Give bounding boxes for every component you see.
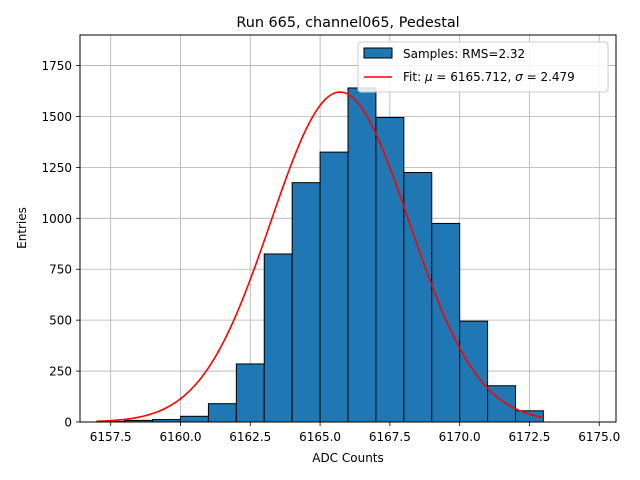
y-tick-label: 0 bbox=[64, 416, 72, 430]
y-axis-ticks: 0 250 500 750 1000 1250 1500 1750 bbox=[41, 59, 80, 430]
histogram-bar bbox=[347, 87, 377, 423]
y-tick-label: 750 bbox=[49, 263, 72, 277]
histogram-bar bbox=[291, 182, 321, 423]
histogram-bar bbox=[207, 403, 237, 423]
x-tick-label: 6167.5 bbox=[369, 430, 411, 444]
x-tick-label: 6172.5 bbox=[508, 430, 550, 444]
legend-samples-swatch bbox=[363, 47, 393, 59]
legend-box bbox=[357, 41, 609, 93]
y-tick-label: 1250 bbox=[41, 161, 72, 175]
chart-title: Run 665, channel065, Pedestal bbox=[236, 15, 459, 31]
histogram-bar bbox=[263, 253, 293, 423]
legend-fit-label: Fit: μ = 6165.712, σ = 2.479 bbox=[403, 70, 575, 84]
y-axis-label: Entries bbox=[15, 207, 29, 249]
x-tick-label: 6170.0 bbox=[439, 430, 481, 444]
plot-frame bbox=[79, 34, 617, 423]
x-axis-ticks: 6157.5 6160.0 6162.5 6165.0 6167.5 6170.0 6172… bbox=[90, 422, 620, 444]
x-tick-label: 6162.5 bbox=[229, 430, 271, 444]
fit-curve bbox=[96, 91, 544, 423]
histogram-bars bbox=[96, 87, 544, 423]
x-tick-label: 6160.0 bbox=[160, 430, 202, 444]
histogram-bar bbox=[319, 151, 349, 423]
legend: Samples: RMS=2.32 Fit: μ = 6165.712, σ =… bbox=[357, 41, 609, 93]
histogram-bar bbox=[403, 171, 433, 423]
histogram-bar bbox=[180, 415, 209, 423]
legend-samples-label: Samples: RMS=2.32 bbox=[403, 47, 525, 61]
y-tick-label: 1000 bbox=[41, 212, 72, 226]
x-tick-label: 6157.5 bbox=[90, 430, 132, 444]
y-tick-label: 500 bbox=[49, 314, 72, 328]
x-axis-label: ADC Counts bbox=[312, 451, 384, 465]
x-tick-label: 6165.0 bbox=[299, 430, 341, 444]
histogram-bar bbox=[375, 116, 405, 423]
y-tick-label: 1750 bbox=[41, 59, 72, 73]
histogram-bar bbox=[431, 222, 461, 423]
y-tick-label: 250 bbox=[49, 365, 72, 379]
x-tick-label: 6175.0 bbox=[578, 430, 620, 444]
y-tick-label: 1500 bbox=[41, 110, 72, 124]
histogram-bar bbox=[235, 363, 265, 423]
